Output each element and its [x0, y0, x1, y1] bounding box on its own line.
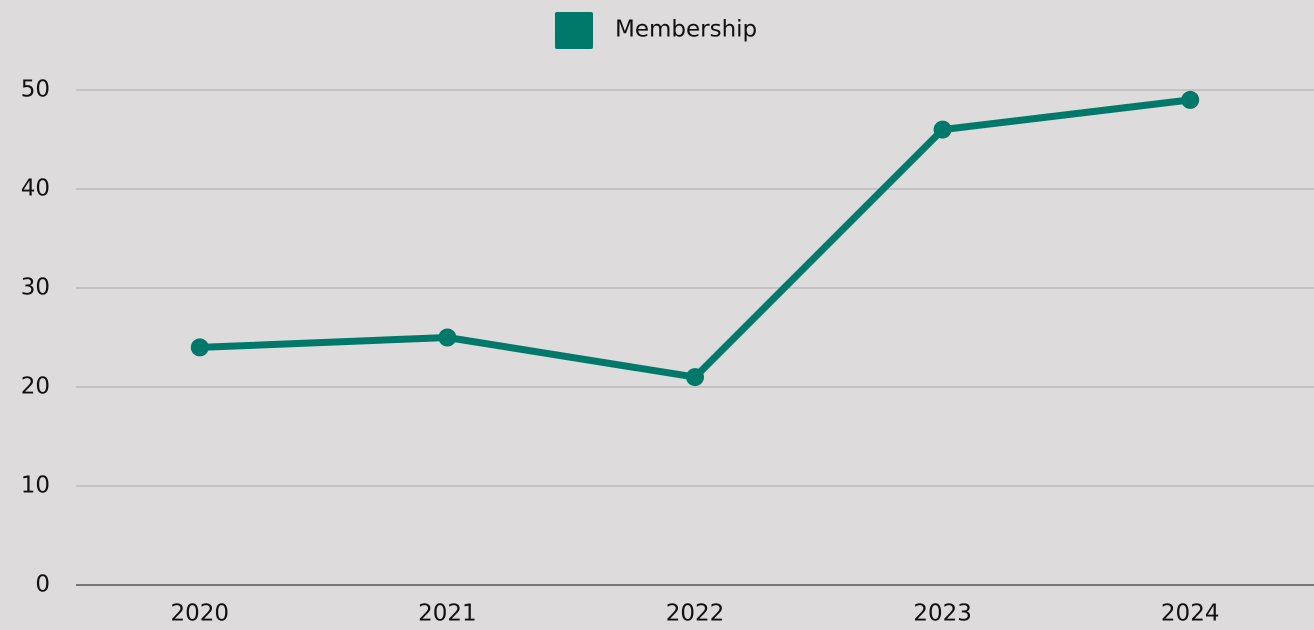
data-point: [686, 368, 704, 387]
data-point: [438, 328, 457, 347]
y-tick-label: 0: [35, 572, 50, 598]
x-tick-label: 2023: [913, 601, 972, 627]
data-point: [1181, 90, 1200, 109]
legend-label: Membership: [615, 17, 757, 43]
x-tick-label: 2022: [666, 601, 725, 627]
y-tick-label: 50: [21, 77, 50, 103]
y-tick-label: 20: [21, 374, 50, 400]
y-tick-label: 10: [21, 473, 50, 499]
y-tick-label: 30: [21, 275, 50, 301]
y-tick-label: 40: [21, 176, 50, 202]
x-tick-label: 2024: [1161, 601, 1220, 627]
x-tick-label: 2020: [171, 601, 230, 627]
data-point: [933, 120, 952, 139]
data-point: [190, 338, 209, 357]
legend-swatch: [555, 12, 593, 49]
x-tick-label: 2021: [418, 601, 477, 627]
